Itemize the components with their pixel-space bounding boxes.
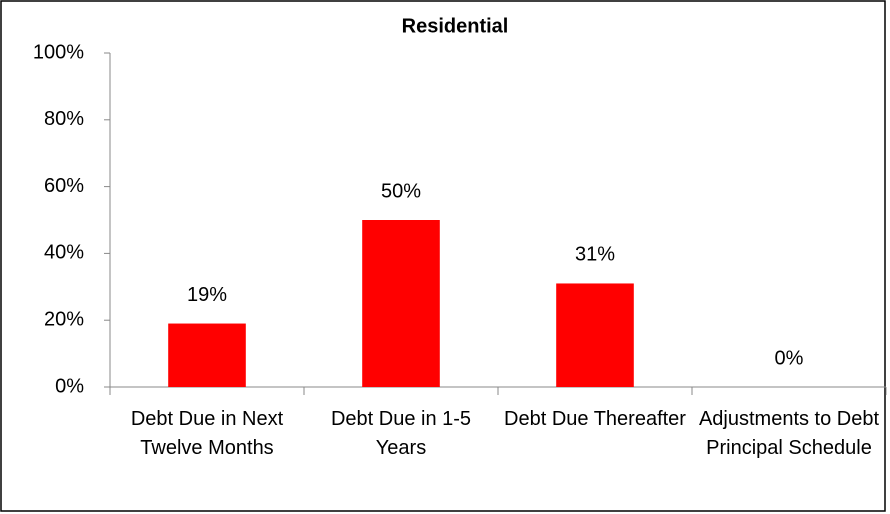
y-tick-label: 80% <box>44 108 84 130</box>
data-label: 50% <box>381 180 421 202</box>
chart-title: Residential <box>402 15 509 37</box>
x-tick-label: Debt Due in 1-5 Years <box>330 408 472 459</box>
y-tick-label: 20% <box>44 308 84 330</box>
data-label: 0% <box>775 347 804 369</box>
y-tick-label: 0% <box>55 375 84 397</box>
data-label: 31% <box>575 244 615 266</box>
y-tick-label: 60% <box>44 175 84 197</box>
bar <box>362 220 440 387</box>
x-tick-label: Debt Due in Next Twelve Months <box>130 408 284 459</box>
y-tick-label: 40% <box>44 242 84 264</box>
data-label: 19% <box>187 284 227 306</box>
y-tick-label: 100% <box>33 41 84 63</box>
x-tick-label: Debt Due Thereafter <box>504 408 686 430</box>
x-tick-label: Adjustments to Debt Principal Schedule <box>698 408 880 459</box>
bar <box>168 323 246 387</box>
bar <box>556 283 634 387</box>
